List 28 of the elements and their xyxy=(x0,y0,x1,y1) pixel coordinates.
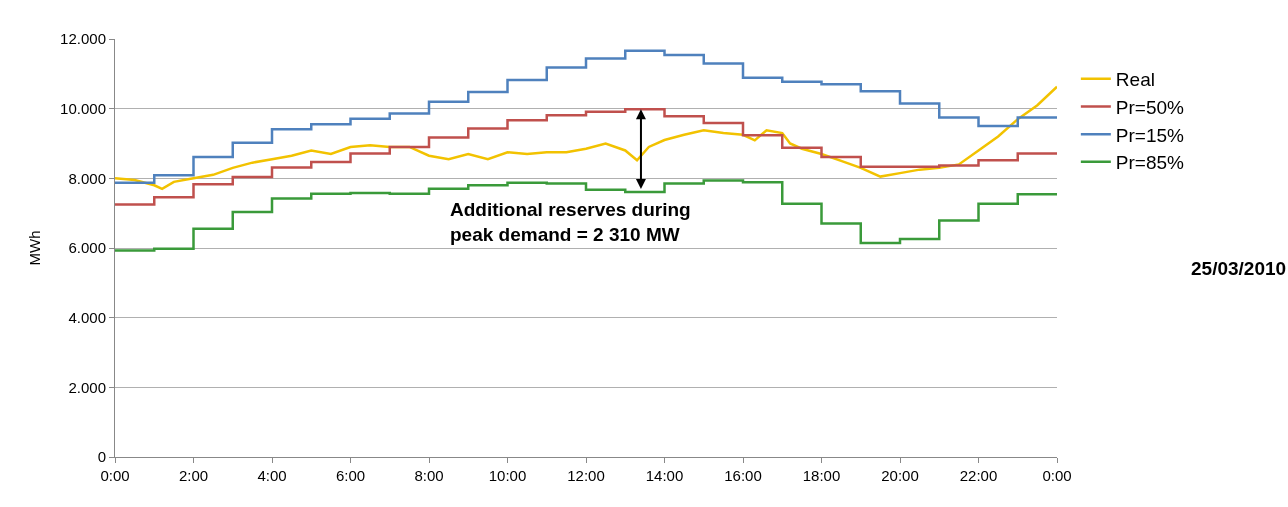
y-tick-label: 2.000 xyxy=(68,378,106,396)
x-tick-label: 16:00 xyxy=(724,467,762,484)
text: 25/03/2010 xyxy=(1191,258,1287,279)
y-tick-label: 4.000 xyxy=(68,308,106,326)
y-tick-label: 10.000 xyxy=(60,99,106,117)
x-tick-label: 4:00 xyxy=(257,467,287,484)
y-axis-title: MWh xyxy=(26,230,44,266)
legend-label: Real xyxy=(1115,69,1155,91)
legend-label: Pr=15% xyxy=(1115,124,1185,146)
legend-label: Pr=85% xyxy=(1115,152,1185,174)
annotation: Additional reserves during peak demand = 2 310 MW xyxy=(450,199,691,245)
y-tick-label: 12.000 xyxy=(60,30,106,48)
x-tick-label: 2:00 xyxy=(178,467,209,484)
x-tick-label: 10:00 xyxy=(488,467,527,484)
line-series xyxy=(115,85,1057,191)
x-tick-label: 8:00 xyxy=(414,467,444,484)
x-tick-label: 0:00 xyxy=(1042,467,1072,484)
x-tick-label: 20:00 xyxy=(881,467,919,484)
y-tick-label: 0 xyxy=(97,448,106,466)
x-tick-label: 14:00 xyxy=(645,467,684,484)
legend-label: Pr=50% xyxy=(1115,96,1185,118)
y-tick-label: 8.000 xyxy=(68,169,106,187)
y-tick-label: 6.000 xyxy=(68,239,106,257)
x-tick-label: 6:00 xyxy=(335,467,366,484)
x-tick-label: 22:00 xyxy=(959,467,998,484)
x-tick-label: 0:00 xyxy=(100,467,130,484)
x-tick-label: 18:00 xyxy=(802,467,841,484)
x-tick-label: 12:00 xyxy=(567,467,605,484)
